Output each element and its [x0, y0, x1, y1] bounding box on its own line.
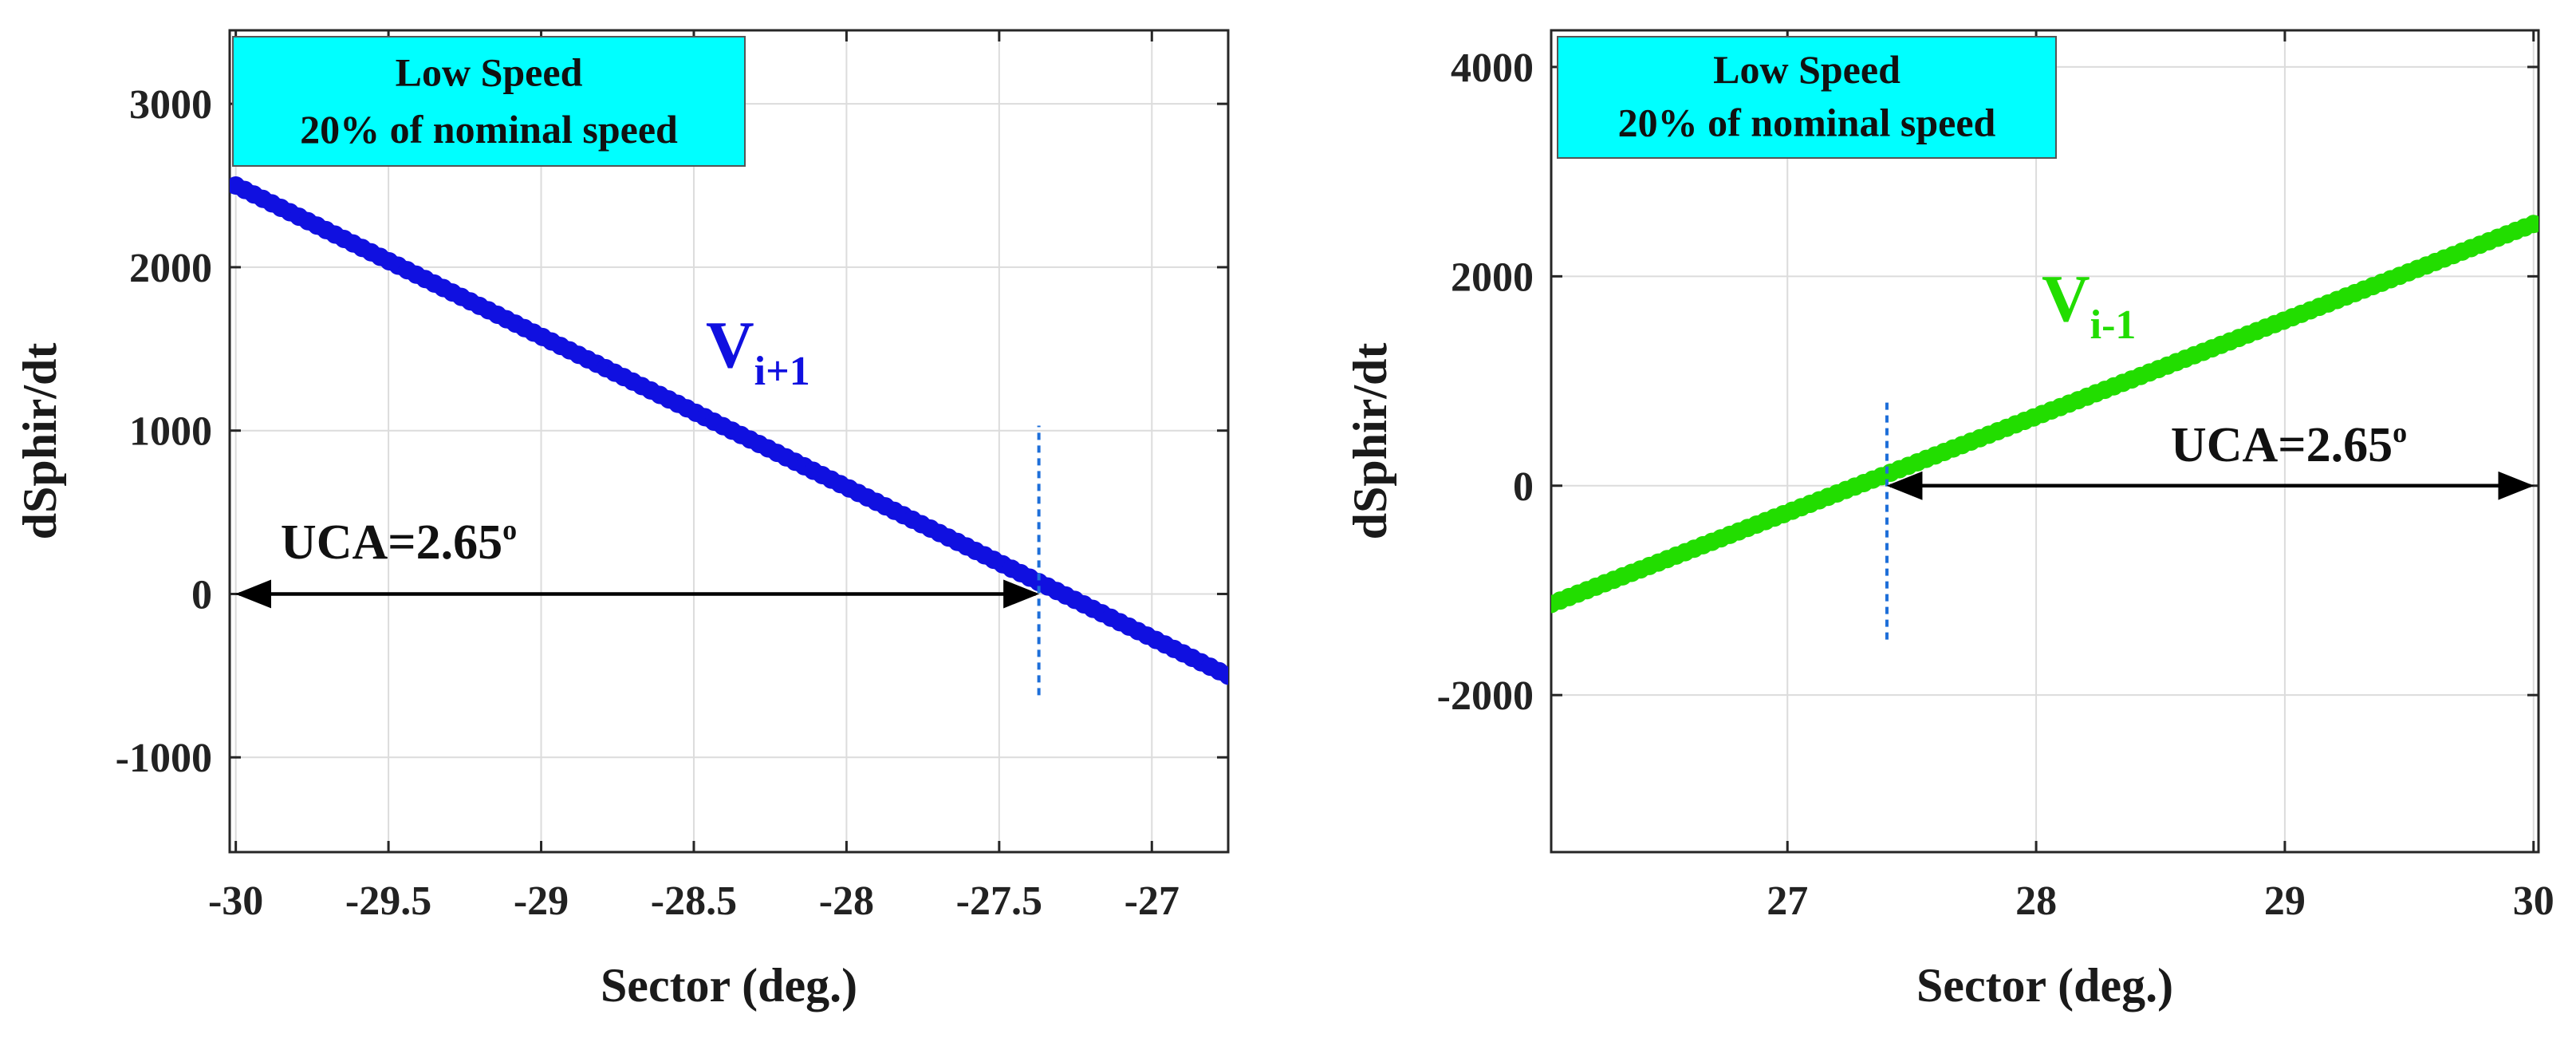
- plot-area: [230, 30, 1228, 852]
- info-box-line2: 20% of nominal speed: [300, 107, 678, 152]
- x-tick-label: 29: [2264, 878, 2306, 924]
- uca-label: UCA=2.65o: [281, 514, 517, 570]
- y-tick-label: 0: [1513, 464, 1534, 510]
- chart-panel-2: 27 28 29 30 -2000 0 2000 4000 Sector (deg.) dSphi…: [1344, 29, 2554, 1012]
- y-tick-label: 4000: [1451, 45, 1534, 91]
- x-tick-label: -27.5: [956, 878, 1042, 924]
- info-box-line1: Low Speed: [396, 50, 583, 95]
- y-tick-label: 1000: [129, 409, 212, 455]
- series-point: [2524, 215, 2539, 234]
- x-tick-label: -29: [514, 878, 569, 924]
- x-tick-label: 28: [2015, 878, 2057, 924]
- x-tick-label: -30: [208, 878, 263, 924]
- axes-frame: [228, 29, 1230, 854]
- series-group: [1551, 215, 2539, 614]
- chart-panel-1: -30 -29.5 -29 -28.5 -28 -27.5 -27 -1000 0 1000 200…: [14, 29, 1230, 1012]
- y-tick-label: 2000: [1451, 255, 1534, 300]
- axes-frame: [1550, 29, 2540, 854]
- x-axis-label: Sector (deg.): [601, 959, 857, 1012]
- x-tick-label: 27: [1767, 878, 1808, 924]
- x-tick-label: 30: [2513, 878, 2554, 924]
- uca-label-superscript: o: [502, 514, 517, 546]
- y-tick-label: -1000: [116, 736, 212, 781]
- info-box-line1: Low Speed: [1713, 47, 1900, 92]
- x-tick-label: -27: [1125, 878, 1180, 924]
- plot-area: [1551, 30, 2539, 852]
- x-tick-label: -28.5: [651, 878, 737, 924]
- series-point: [1219, 666, 1228, 685]
- uca-label: UCA=2.65o: [2171, 416, 2407, 472]
- y-tick-label: -2000: [1437, 673, 1534, 719]
- y-axis-label: dSphir/dt: [14, 343, 66, 540]
- series-label-subscript: i+1: [754, 349, 810, 394]
- y-tick-label: 2000: [129, 246, 212, 291]
- info-box: [232, 36, 746, 167]
- y-axis-label: dSphir/dt: [1344, 343, 1396, 540]
- y-tick-label: 0: [191, 572, 212, 618]
- uca-label-superscript: o: [2393, 416, 2407, 448]
- info-box-line2: 20% of nominal speed: [1618, 101, 1996, 145]
- series-group: [230, 176, 1228, 685]
- x-tick-label: -29.5: [345, 878, 431, 924]
- y-tick-label: 3000: [129, 82, 212, 128]
- series-label-subscript: i-1: [2090, 302, 2137, 348]
- x-tick-label: -28: [819, 878, 874, 924]
- info-box: [1557, 36, 2057, 159]
- x-axis-label: Sector (deg.): [1916, 959, 2173, 1012]
